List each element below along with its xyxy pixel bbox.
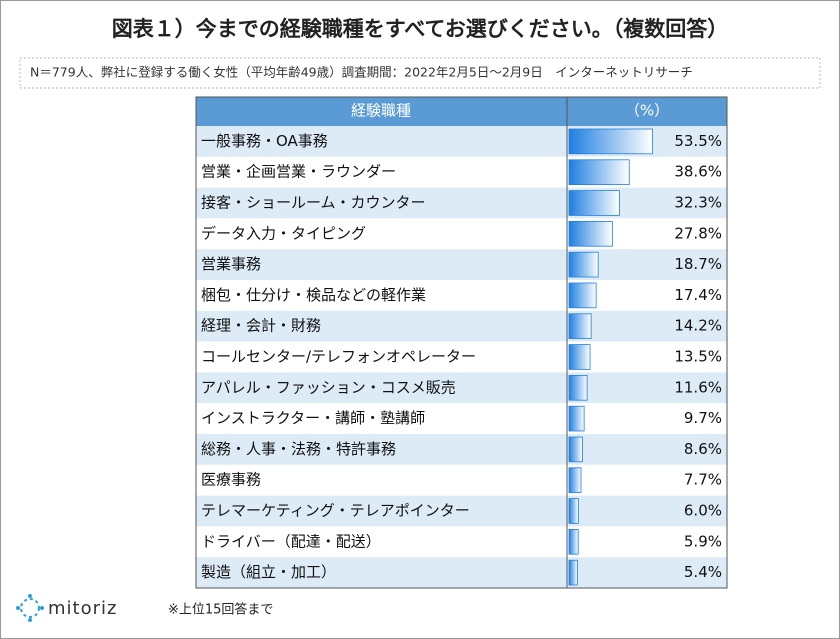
logo: mitoriz: [48, 598, 117, 619]
table-row: [196, 434, 727, 465]
value-label: 18.7%: [674, 255, 722, 273]
bar: [568, 498, 579, 524]
category-label: コールセンター/テレフォンオペレーター: [201, 348, 476, 366]
bar: [568, 559, 578, 586]
bar: [568, 128, 653, 155]
category-label: 梱包・仕分け・検品などの軽作業: [201, 286, 426, 304]
value-label: 13.5%: [674, 348, 722, 366]
table-row: [196, 341, 727, 373]
value-label: 5.4%: [684, 563, 722, 581]
table-border: [195, 96, 728, 589]
value-label: 7.7%: [684, 471, 722, 489]
value-label: 32.3%: [674, 194, 722, 212]
bar: [568, 313, 592, 339]
category-label: テレマーケティング・テレアポインター: [201, 502, 470, 520]
table-row: [196, 495, 727, 527]
table-row: [196, 372, 727, 404]
bar: [568, 529, 579, 555]
category-label: 医療事務: [201, 471, 261, 489]
value-label: 17.4%: [674, 286, 722, 304]
bar: [568, 220, 613, 247]
value-header: （%）: [625, 102, 669, 120]
logo-icon: [16, 594, 44, 622]
table-header: [196, 97, 727, 126]
category-label: アパレル・ファッション・コスメ販売: [201, 378, 456, 396]
category-label: 営業事務: [201, 255, 261, 273]
category-header: 経験職種: [351, 102, 411, 120]
bar: [568, 436, 583, 463]
category-label: 製造（組立・加工）: [201, 563, 336, 581]
category-label: 営業・企画営業・ラウンダー: [201, 163, 396, 181]
table-row: [196, 280, 727, 311]
footnote: ※上位15回答まで: [168, 602, 273, 618]
category-label: インストラクター・講師・塾講師: [201, 409, 425, 427]
table-row: [196, 187, 727, 219]
category-label: ドライバー（配達・配送）: [201, 532, 381, 550]
category-label: 一般事務・OA事務: [201, 132, 328, 150]
title: 図表１）今までの経験職種をすべてお選びください。（複数回答）: [112, 17, 729, 41]
value-label: 6.0%: [684, 502, 722, 520]
table-body: 一般事務・OA事務 53.5% 営業・企画営業・ラウンダー 38.6% 接客・ショールー…: [195, 96, 728, 589]
bar: [568, 467, 582, 493]
table-row: [196, 218, 727, 250]
bar: [568, 190, 620, 216]
value-label: 9.7%: [684, 409, 722, 427]
value-label: 38.6%: [674, 163, 722, 181]
value-label: 8.6%: [684, 440, 722, 458]
bar: [568, 159, 630, 186]
bar: [568, 405, 585, 432]
table-row: [196, 526, 727, 558]
value-label: 14.2%: [674, 317, 722, 335]
subtitle: N＝779人、弊社に登録する働く女性（平均年齢49歳）調査期間：2022年2月5…: [30, 65, 693, 80]
table-row: [196, 403, 727, 434]
value-label: 27.8%: [674, 224, 722, 242]
bar: [568, 251, 599, 278]
table-row: [196, 310, 727, 342]
table-row: [196, 249, 727, 280]
category-label: 接客・ショールーム・カウンター: [201, 194, 426, 212]
table-row: [196, 156, 727, 188]
category-label: データ入力・タイピング: [201, 224, 366, 242]
bar: [568, 344, 591, 370]
value-label: 11.6%: [674, 378, 722, 396]
subtitle-box: [19, 57, 821, 89]
value-label: 53.5%: [674, 132, 722, 150]
value-label: 5.9%: [684, 532, 722, 550]
bar: [568, 374, 588, 401]
category-label: 経理・会計・財務: [201, 317, 321, 335]
category-label: 総務・人事・法務・特許事務: [201, 440, 396, 458]
bar: [568, 282, 597, 309]
table-row: [196, 557, 727, 588]
table-row: [196, 464, 727, 496]
